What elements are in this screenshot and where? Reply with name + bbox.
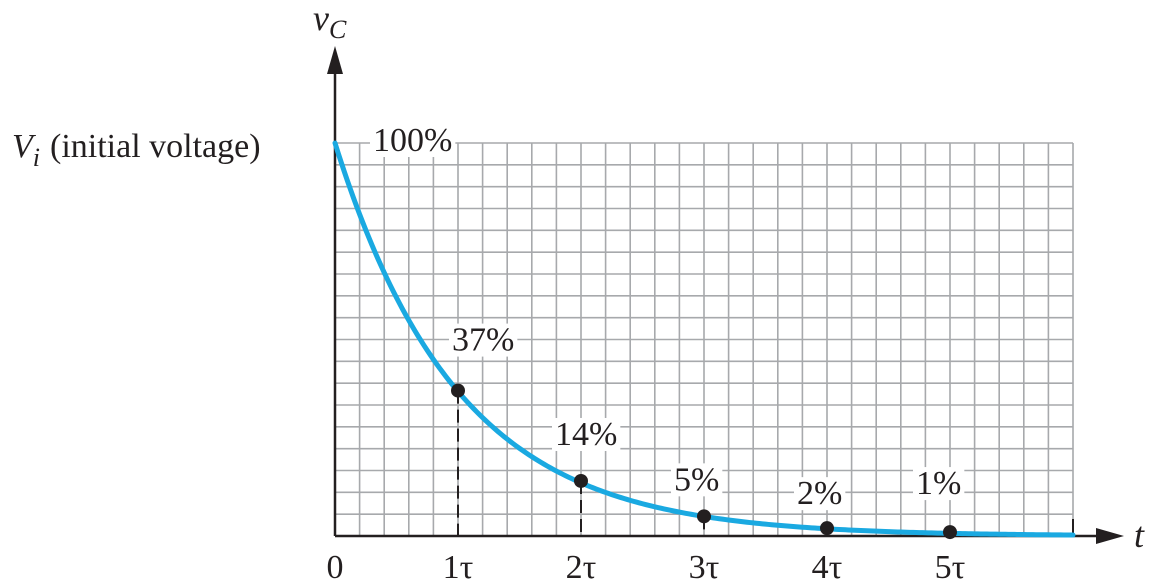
x-tick-label: 0	[327, 549, 344, 585]
data-label: 2%	[797, 475, 842, 512]
data-point	[451, 383, 465, 398]
y-axis-title: vC	[313, 0, 347, 44]
data-point	[820, 521, 834, 536]
x-axis-title: t	[1134, 515, 1145, 555]
data-points	[451, 383, 957, 540]
data-point	[574, 473, 588, 488]
data-point	[697, 509, 711, 524]
axes	[327, 46, 1124, 544]
data-labels: 100% 37% 14% 5% 2% 1%	[370, 122, 965, 512]
data-label: 14%	[555, 416, 617, 453]
x-tick-label: 5τ	[935, 549, 966, 585]
data-label-background	[552, 417, 621, 451]
x-tick-label: 2τ	[566, 549, 597, 585]
x-tick-labels: 0 1τ 2τ 3τ 4τ 5τ	[327, 549, 966, 585]
data-point	[943, 525, 957, 540]
data-label-background	[449, 323, 518, 357]
x-tick-label: 3τ	[689, 549, 720, 585]
x-tick-label: 4τ	[812, 549, 843, 585]
y-start-label: Vi (initial voltage)	[12, 128, 261, 172]
data-label: 100%	[373, 122, 452, 159]
x-tick-label: 1τ	[443, 549, 474, 585]
data-label-background	[671, 463, 723, 497]
y-axis-arrow	[327, 46, 343, 74]
data-label-background	[370, 124, 456, 157]
data-label-background	[794, 477, 846, 511]
data-label: 5%	[674, 461, 719, 498]
data-label: 37%	[452, 322, 514, 359]
data-label-background	[913, 467, 965, 501]
x-axis-arrow	[1096, 528, 1124, 544]
data-label: 1%	[916, 465, 961, 502]
